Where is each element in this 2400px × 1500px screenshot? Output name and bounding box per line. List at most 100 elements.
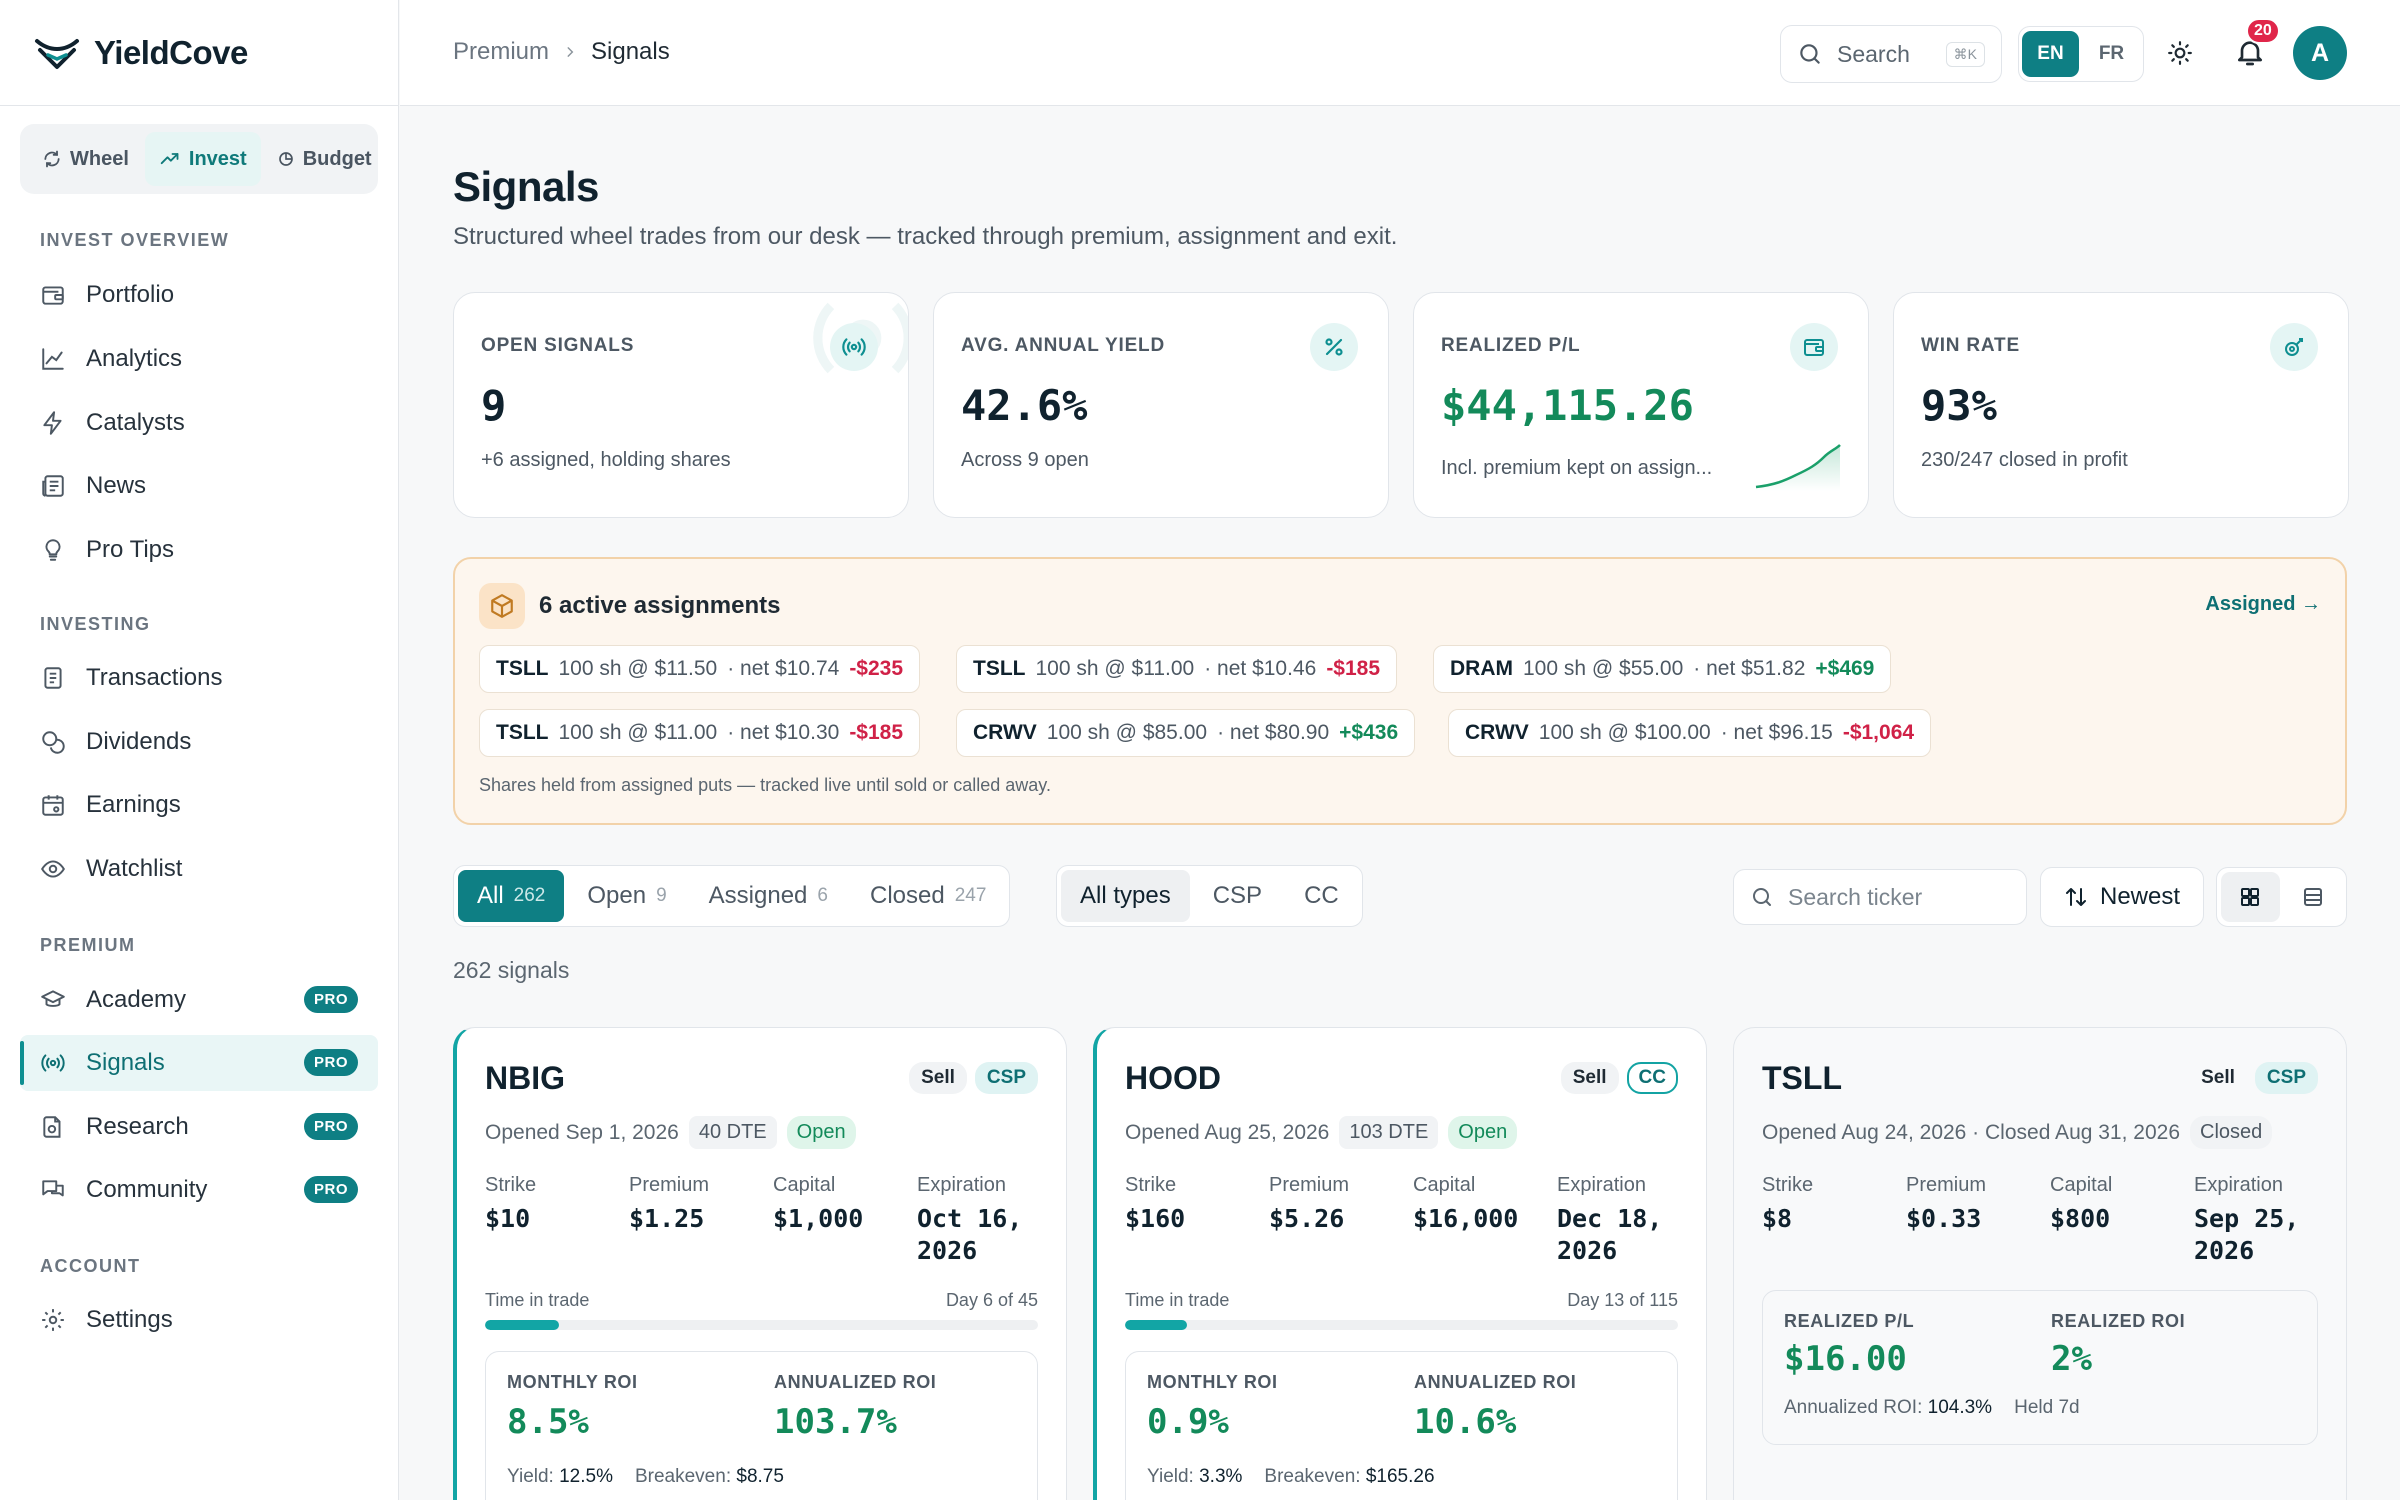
gear-icon (42, 1309, 64, 1331)
breadcrumb-link-premium[interactable]: Premium (453, 38, 550, 65)
assignment-chip[interactable]: TSLL 100 sh @ $11.50 · net $10.74 -$235 (479, 645, 921, 693)
metric-value: $160 (1125, 1204, 1186, 1233)
chip-ticker: TSLL (496, 657, 549, 680)
sidebar-item-watchlist[interactable]: Watchlist (20, 841, 378, 897)
dte-badge: 103 DTE (1339, 1116, 1439, 1149)
shortcut-hint: ⌘K (1945, 41, 1985, 67)
realized-footer: Annualized ROI: 104.3% Held 7d (1784, 1397, 2080, 1419)
assignment-chip[interactable]: TSLL 100 sh @ $11.00 · net $10.30 -$185 (479, 709, 921, 757)
metric-value: $8 (1762, 1204, 1793, 1233)
sidebar-item-catalysts[interactable]: Catalysts (20, 395, 378, 451)
metric-value: Oct 16, 2026 (917, 1203, 1022, 1267)
assignment-chip[interactable]: DRAM 100 sh @ $55.00 · net $51.82 +$469 (1433, 645, 1892, 693)
tab-closed[interactable]: Closed 247 (851, 870, 1005, 922)
metric-premium: Premium $0.33 (1906, 1174, 1986, 1235)
signal-card[interactable]: HOOD Sell CC Opened Aug 25, 2026 103 DTE… (1093, 1027, 1707, 1500)
tab-count: 6 (817, 885, 828, 906)
tab-csp[interactable]: CSP (1212, 882, 1263, 909)
realized-panel: REALIZED P/L $16.00 REALIZED ROI 2% Annu… (1762, 1290, 2318, 1445)
chip-pl: +$436 (1339, 721, 1399, 744)
ticker-search-placeholder: Search ticker (1788, 883, 1923, 910)
theme-toggle-button[interactable] (2160, 33, 2200, 73)
assigned-link[interactable]: Assigned → (2205, 593, 2321, 615)
type-filter-tabs: All types CSP CC (1056, 865, 1363, 927)
side-badge: Sell (1560, 1062, 1619, 1094)
sidebar-item-portfolio[interactable]: Portfolio (20, 267, 378, 323)
sidebar-item-dividends[interactable]: Dividends (20, 714, 378, 770)
mode-budget-button[interactable]: Budget (263, 132, 386, 186)
tab-all[interactable]: All 262 (458, 870, 565, 922)
document-search-icon (43, 1116, 61, 1138)
chip-ticker: DRAM (1450, 657, 1513, 680)
tab-open[interactable]: Open 9 (568, 870, 685, 922)
section-premium: PREMIUM (40, 935, 136, 955)
metric-premium: Premium $5.26 (1269, 1174, 1349, 1235)
grid-view-button[interactable] (2221, 872, 2280, 922)
logo-icon (35, 38, 79, 69)
roi-label: MONTHLY ROI (507, 1372, 638, 1392)
tab-all-types[interactable]: All types (1061, 870, 1190, 922)
sort-arrows-icon (2065, 888, 2086, 906)
ticker-search-input[interactable]: Search ticker (1733, 869, 2027, 925)
time-value: Day 6 of 45 (945, 1290, 1038, 1310)
language-fr-button[interactable]: FR (2098, 43, 2125, 64)
sidebar-item-label: Transactions (86, 664, 223, 691)
sidebar-item-news[interactable]: News (20, 458, 378, 514)
newspaper-icon (42, 475, 64, 497)
sidebar-item-community[interactable]: Community PRO (20, 1162, 378, 1218)
global-search-button[interactable]: Search ⌘K (1780, 25, 2002, 83)
chip-detail: 100 sh @ $85.00 (1046, 721, 1208, 744)
notifications-button[interactable] (2226, 28, 2274, 76)
yield-value: 3.3% (1199, 1466, 1243, 1487)
metric-value: Dec 18, 2026 (1557, 1203, 1662, 1267)
metric-value: $1,000 (773, 1204, 864, 1233)
expiration-year: 2026 (917, 1236, 978, 1265)
sort-button[interactable]: Newest (2040, 867, 2204, 927)
signal-card[interactable]: NBIG Sell CSP Opened Sep 1, 2026 40 DTE … (453, 1027, 1067, 1500)
sidebar-item-label: Signals (86, 1049, 165, 1076)
tab-assigned[interactable]: Assigned 6 (690, 870, 847, 922)
mode-wheel-button[interactable]: Wheel (28, 132, 143, 186)
metric-label: Expiration (2194, 1174, 2283, 1196)
sidebar-item-research[interactable]: Research PRO (20, 1099, 378, 1155)
chip-ticker: CRWV (973, 721, 1037, 744)
annualized-stat: Annualized ROI: 104.3% (1784, 1397, 1992, 1419)
assignment-chip[interactable]: CRWV 100 sh @ $100.00 · net $96.15 -$1,0… (1448, 709, 1932, 757)
eye-icon (41, 860, 65, 878)
assignment-chip[interactable]: CRWV 100 sh @ $85.00 · net $80.90 +$436 (956, 709, 1416, 757)
chip-detail: 100 sh @ $100.00 (1538, 721, 1711, 744)
assignment-chip[interactable]: TSLL 100 sh @ $11.00 · net $10.46 -$185 (956, 645, 1398, 693)
sidebar-item-earnings[interactable]: Earnings (20, 777, 378, 833)
sidebar-item-pro-tips[interactable]: Pro Tips (20, 522, 378, 578)
yield-value: 12.5% (559, 1466, 613, 1487)
expiration-year: 2026 (2194, 1236, 2255, 1265)
metric-expiration: Expiration Oct 16, 2026 (917, 1174, 1022, 1267)
time-value: Day 13 of 115 (1567, 1290, 1678, 1310)
metric-strike: Strike $10 (485, 1174, 536, 1235)
sidebar-item-academy[interactable]: Academy PRO (20, 972, 378, 1028)
brand[interactable]: YieldCove (0, 0, 398, 106)
chip-pl: -$185 (849, 721, 904, 744)
roi-value: 103.7% (774, 1402, 897, 1442)
sidebar-item-transactions[interactable]: Transactions (20, 650, 378, 706)
sidebar-item-analytics[interactable]: Analytics (20, 331, 378, 387)
lightbulb-icon (45, 539, 61, 561)
card-ticker: NBIG (485, 1060, 565, 1096)
metric-strike: Strike $8 (1762, 1174, 1813, 1235)
mode-invest-button[interactable]: Invest (144, 132, 261, 186)
sidebar-item-signals[interactable]: Signals PRO (20, 1035, 378, 1091)
card-meta: Opened Aug 24, 2026 · Closed Aug 31, 202… (1762, 1116, 2273, 1149)
sidebar-item-settings[interactable]: Settings (20, 1292, 378, 1348)
metric-value: Sep 25, 2026 (2194, 1203, 2299, 1267)
kpi-win-rate: WIN RATE 93% 230/247 closed in profit (1893, 292, 2349, 518)
tab-cc[interactable]: CC (1304, 882, 1339, 909)
mode-label: Wheel (70, 147, 129, 170)
type-badge: CC (1626, 1062, 1678, 1094)
kpi-label: REALIZED P/L (1441, 335, 1581, 356)
user-avatar[interactable]: A (2293, 26, 2347, 80)
signal-card[interactable]: TSLL Sell CSP Opened Aug 24, 2026 · Clos… (1733, 1027, 2347, 1500)
sidebar-item-label: Academy (86, 986, 187, 1013)
list-view-button[interactable] (2284, 872, 2343, 922)
language-en-button[interactable]: EN (2022, 31, 2079, 77)
metric-label: Strike (1125, 1174, 1177, 1196)
